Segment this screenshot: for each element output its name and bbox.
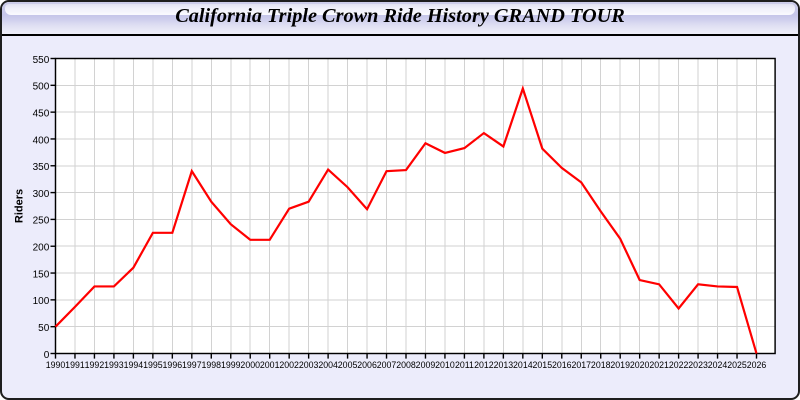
svg-text:1998: 1998 — [201, 360, 221, 370]
svg-text:2018: 2018 — [591, 360, 611, 370]
svg-text:2016: 2016 — [552, 360, 572, 370]
svg-text:2025: 2025 — [727, 360, 747, 370]
svg-text:550: 550 — [33, 55, 50, 66]
svg-text:2013: 2013 — [494, 360, 514, 370]
svg-text:2019: 2019 — [610, 360, 630, 370]
svg-text:2015: 2015 — [533, 360, 553, 370]
svg-text:2017: 2017 — [571, 360, 591, 370]
svg-text:2003: 2003 — [299, 360, 319, 370]
svg-text:500: 500 — [33, 82, 50, 93]
svg-text:2026: 2026 — [747, 360, 767, 370]
svg-text:2009: 2009 — [416, 360, 436, 370]
svg-text:2006: 2006 — [357, 360, 377, 370]
svg-text:1993: 1993 — [104, 360, 124, 370]
svg-text:2010: 2010 — [435, 360, 455, 370]
svg-text:450: 450 — [33, 108, 50, 119]
svg-text:100: 100 — [33, 296, 50, 307]
svg-text:2024: 2024 — [708, 360, 728, 370]
svg-text:1991: 1991 — [65, 360, 85, 370]
svg-text:150: 150 — [33, 269, 50, 280]
svg-text:1999: 1999 — [221, 360, 241, 370]
svg-text:50: 50 — [38, 323, 50, 334]
svg-text:2022: 2022 — [669, 360, 689, 370]
svg-text:1997: 1997 — [182, 360, 202, 370]
svg-text:2001: 2001 — [260, 360, 280, 370]
svg-text:250: 250 — [33, 216, 50, 227]
svg-text:2020: 2020 — [630, 360, 650, 370]
svg-text:Riders: Riders — [13, 189, 25, 223]
svg-text:2005: 2005 — [338, 360, 358, 370]
svg-text:2008: 2008 — [396, 360, 416, 370]
svg-text:2012: 2012 — [474, 360, 494, 370]
svg-text:2021: 2021 — [649, 360, 669, 370]
svg-text:0: 0 — [44, 350, 50, 361]
svg-text:2011: 2011 — [455, 360, 474, 370]
svg-text:1990: 1990 — [46, 360, 66, 370]
svg-text:2004: 2004 — [318, 360, 338, 370]
svg-text:350: 350 — [33, 162, 50, 173]
svg-text:2000: 2000 — [240, 360, 260, 370]
svg-text:200: 200 — [33, 243, 50, 254]
svg-text:2002: 2002 — [279, 360, 299, 370]
svg-text:400: 400 — [33, 135, 50, 146]
svg-text:1996: 1996 — [163, 360, 183, 370]
svg-text:2014: 2014 — [513, 360, 533, 370]
svg-text:2023: 2023 — [688, 360, 708, 370]
svg-text:2007: 2007 — [377, 360, 397, 370]
svg-text:1994: 1994 — [124, 360, 144, 370]
svg-text:1995: 1995 — [143, 360, 163, 370]
svg-text:1992: 1992 — [85, 360, 105, 370]
svg-text:300: 300 — [33, 189, 50, 200]
